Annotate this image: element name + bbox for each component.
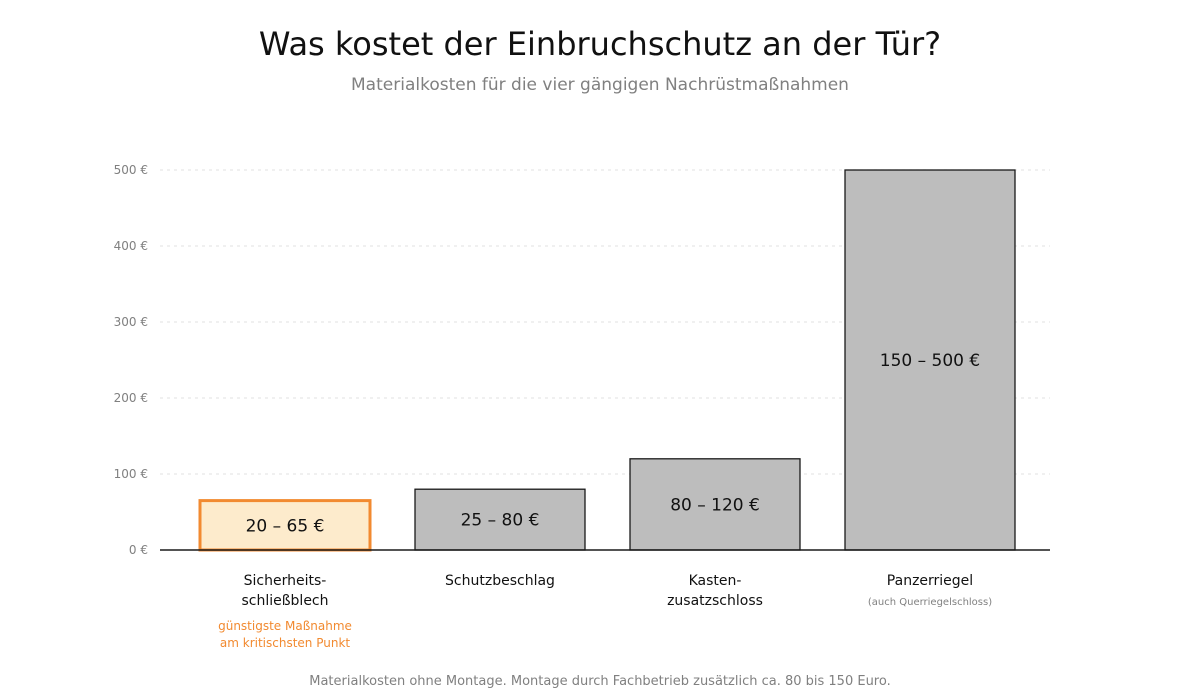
bars: 20 – 65 € 25 – 80 € 80 – 120 € 150 – 500 € (198, 169, 1016, 552)
x-axis-labels: Sicherheits-schließblech günstigste Maßna… (218, 573, 992, 650)
annotation-highlight: günstigste Maßnahme (218, 619, 352, 633)
annotation-highlight: am kritischsten Punkt (220, 636, 351, 650)
x-tick-label: Sicherheits- (244, 573, 327, 589)
x-tick-label: Schutzbeschlag (445, 573, 555, 589)
annotation-note: (auch Querriegelschloss) (868, 597, 992, 608)
bar-value-label: 150 – 500 € (880, 351, 980, 371)
y-tick-label: 100 € (114, 467, 148, 481)
y-tick-label: 300 € (114, 315, 148, 329)
y-tick-label: 500 € (114, 163, 148, 177)
y-axis-ticks: 0 € 100 € 200 € 300 € 400 € 500 € (114, 163, 148, 557)
x-tick-label: schließblech (241, 593, 328, 609)
chart-title: Was kostet der Einbruchschutz an der Tür… (259, 25, 941, 63)
bar (844, 169, 1016, 551)
y-tick-label: 400 € (114, 239, 148, 253)
chart-subtitle: Materialkosten für die vier gängigen Nac… (351, 75, 849, 95)
bar-value-label: 25 – 80 € (461, 511, 540, 531)
x-tick-label: Kasten- (689, 573, 742, 589)
y-tick-label: 0 € (129, 543, 148, 557)
grid-lines (160, 169, 1050, 475)
footnote: Materialkosten ohne Montage. Montage dur… (309, 674, 890, 689)
x-tick-label: Panzerriegel (887, 573, 973, 589)
y-tick-label: 200 € (114, 391, 148, 405)
bar-value-label: 80 – 120 € (670, 495, 760, 515)
x-tick-label: zusatzschloss (667, 593, 763, 609)
bar (629, 458, 801, 551)
bar-highlighted (198, 499, 372, 552)
bar-value-label: 20 – 65 € (246, 516, 325, 536)
